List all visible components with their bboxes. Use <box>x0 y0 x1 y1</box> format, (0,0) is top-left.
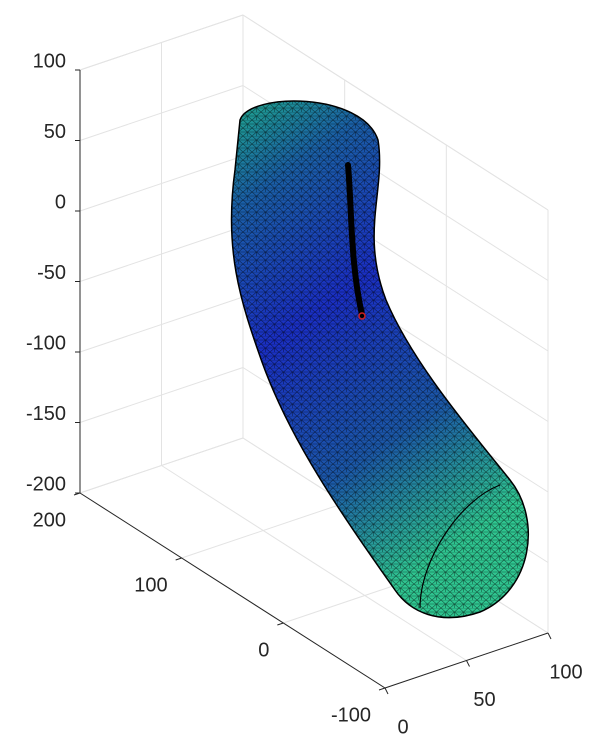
marker <box>358 312 366 320</box>
z-tick-label: -150 <box>26 403 66 425</box>
y-tick <box>175 557 182 561</box>
surface <box>230 100 529 619</box>
z-tick-label: -200 <box>26 473 66 495</box>
x-tick <box>384 687 389 695</box>
z-tick-label: -50 <box>37 262 66 284</box>
mesh-edges <box>231 101 529 618</box>
y-tick <box>378 687 386 691</box>
y-tick-label: -100 <box>331 704 371 726</box>
x-tick <box>466 660 470 667</box>
grid-line <box>161 465 467 661</box>
z-tick-label: -100 <box>26 332 66 354</box>
z-tick-label: 0 <box>55 191 66 213</box>
y-tick-label: 0 <box>258 639 269 661</box>
x-axis <box>384 632 549 689</box>
x-tick-label: 0 <box>397 716 408 738</box>
x-tick-label: 50 <box>473 689 495 711</box>
y-tick-label: 100 <box>134 574 167 596</box>
y-tick-label: 200 <box>33 509 66 531</box>
x-tick <box>547 632 552 640</box>
grid-line <box>242 14 549 211</box>
z-tick-label: 100 <box>33 50 66 72</box>
y-tick <box>73 492 81 496</box>
y-tick <box>277 622 284 626</box>
curve <box>345 162 365 318</box>
y-axis <box>79 492 386 689</box>
x-tick-label: 100 <box>549 661 582 683</box>
cap-edge <box>419 484 501 609</box>
z-tick-label: 50 <box>44 121 66 143</box>
